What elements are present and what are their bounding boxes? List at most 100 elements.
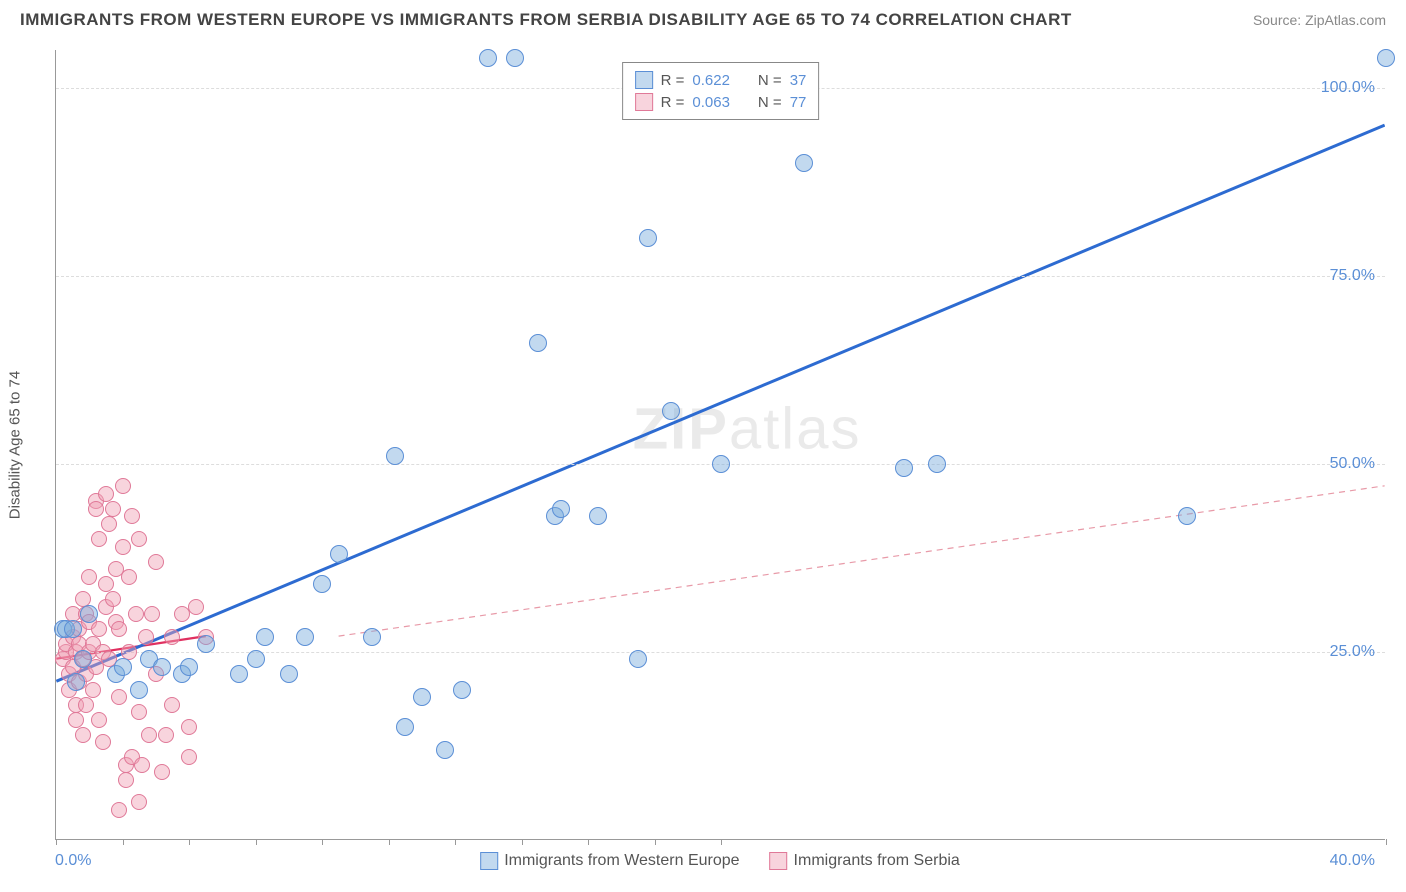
x-tick	[256, 839, 257, 845]
trend-line	[339, 486, 1385, 636]
data-point	[164, 697, 180, 713]
data-point	[105, 501, 121, 517]
data-point	[436, 741, 454, 759]
y-tick-label: 25.0%	[1330, 643, 1375, 661]
legend-item-series-1: Immigrants from Western Europe	[480, 852, 739, 870]
x-tick	[389, 839, 390, 845]
data-point	[64, 620, 82, 638]
data-point	[330, 545, 348, 563]
legend-swatch	[480, 852, 498, 870]
y-tick-label: 100.0%	[1321, 79, 1375, 97]
data-point	[88, 501, 104, 517]
y-tick-label: 50.0%	[1330, 455, 1375, 473]
data-point	[363, 628, 381, 646]
data-point	[91, 712, 107, 728]
x-tick	[1386, 839, 1387, 845]
series-legend: Immigrants from Western Europe Immigrant…	[480, 852, 960, 870]
legend-label: Immigrants from Western Europe	[504, 852, 739, 870]
watermark-suffix: atlas	[729, 396, 862, 461]
data-point	[895, 459, 913, 477]
plot-area: ZIPatlas R = 0.622 N = 37 R = 0.063 N = …	[55, 50, 1385, 840]
n-value: 77	[790, 94, 807, 111]
data-point	[74, 650, 92, 668]
chart-container: Disability Age 65 to 74 ZIPatlas R = 0.6…	[55, 50, 1385, 840]
y-tick-label: 75.0%	[1330, 267, 1375, 285]
data-point	[453, 681, 471, 699]
data-point	[164, 629, 180, 645]
data-point	[313, 575, 331, 593]
data-point	[115, 539, 131, 555]
data-point	[396, 718, 414, 736]
data-point	[154, 764, 170, 780]
r-value: 0.622	[692, 72, 730, 89]
data-point	[130, 681, 148, 699]
data-point	[413, 688, 431, 706]
data-point	[80, 605, 98, 623]
data-point	[181, 749, 197, 765]
data-point	[67, 673, 85, 691]
data-point	[552, 500, 570, 518]
data-point	[247, 650, 265, 668]
x-tick	[655, 839, 656, 845]
data-point	[506, 49, 524, 67]
data-point	[111, 621, 127, 637]
data-point	[479, 49, 497, 67]
data-point	[141, 727, 157, 743]
trend-lines	[56, 50, 1385, 839]
data-point	[529, 334, 547, 352]
legend-label: Immigrants from Serbia	[794, 852, 960, 870]
data-point	[795, 154, 813, 172]
data-point	[91, 531, 107, 547]
data-point	[153, 658, 171, 676]
data-point	[75, 727, 91, 743]
data-point	[78, 697, 94, 713]
chart-source: Source: ZipAtlas.com	[1253, 12, 1386, 28]
x-tick	[189, 839, 190, 845]
x-axis-min-label: 0.0%	[55, 852, 91, 870]
x-tick	[522, 839, 523, 845]
y-axis-label: Disability Age 65 to 74	[7, 371, 24, 519]
data-point	[386, 447, 404, 465]
data-point	[85, 682, 101, 698]
data-point	[1178, 507, 1196, 525]
grid-line	[56, 276, 1385, 277]
data-point	[712, 455, 730, 473]
data-point	[118, 772, 134, 788]
correlation-legend: R = 0.622 N = 37 R = 0.063 N = 77	[622, 62, 820, 120]
data-point	[131, 531, 147, 547]
n-value: 37	[790, 72, 807, 89]
data-point	[639, 229, 657, 247]
data-point	[589, 507, 607, 525]
data-point	[131, 794, 147, 810]
x-axis-max-label: 40.0%	[1330, 852, 1375, 870]
data-point	[148, 554, 164, 570]
data-point	[95, 734, 111, 750]
x-tick	[123, 839, 124, 845]
data-point	[181, 719, 197, 735]
data-point	[98, 486, 114, 502]
x-tick	[455, 839, 456, 845]
legend-row-series-2: R = 0.063 N = 77	[635, 91, 807, 113]
data-point	[91, 621, 107, 637]
data-point	[144, 606, 160, 622]
data-point	[134, 757, 150, 773]
data-point	[230, 665, 248, 683]
data-point	[121, 569, 137, 585]
r-value: 0.063	[692, 94, 730, 111]
data-point	[101, 516, 117, 532]
watermark-prefix: ZIP	[633, 396, 729, 461]
data-point	[197, 635, 215, 653]
data-point	[81, 569, 97, 585]
legend-swatch-series-2	[635, 93, 653, 111]
legend-swatch-series-1	[635, 71, 653, 89]
x-tick	[56, 839, 57, 845]
data-point	[128, 606, 144, 622]
data-point	[158, 727, 174, 743]
data-point	[138, 629, 154, 645]
data-point	[111, 689, 127, 705]
chart-title: IMMIGRANTS FROM WESTERN EUROPE VS IMMIGR…	[20, 10, 1072, 30]
n-label: N =	[758, 94, 782, 111]
data-point	[188, 599, 204, 615]
data-point	[180, 658, 198, 676]
data-point	[1377, 49, 1395, 67]
